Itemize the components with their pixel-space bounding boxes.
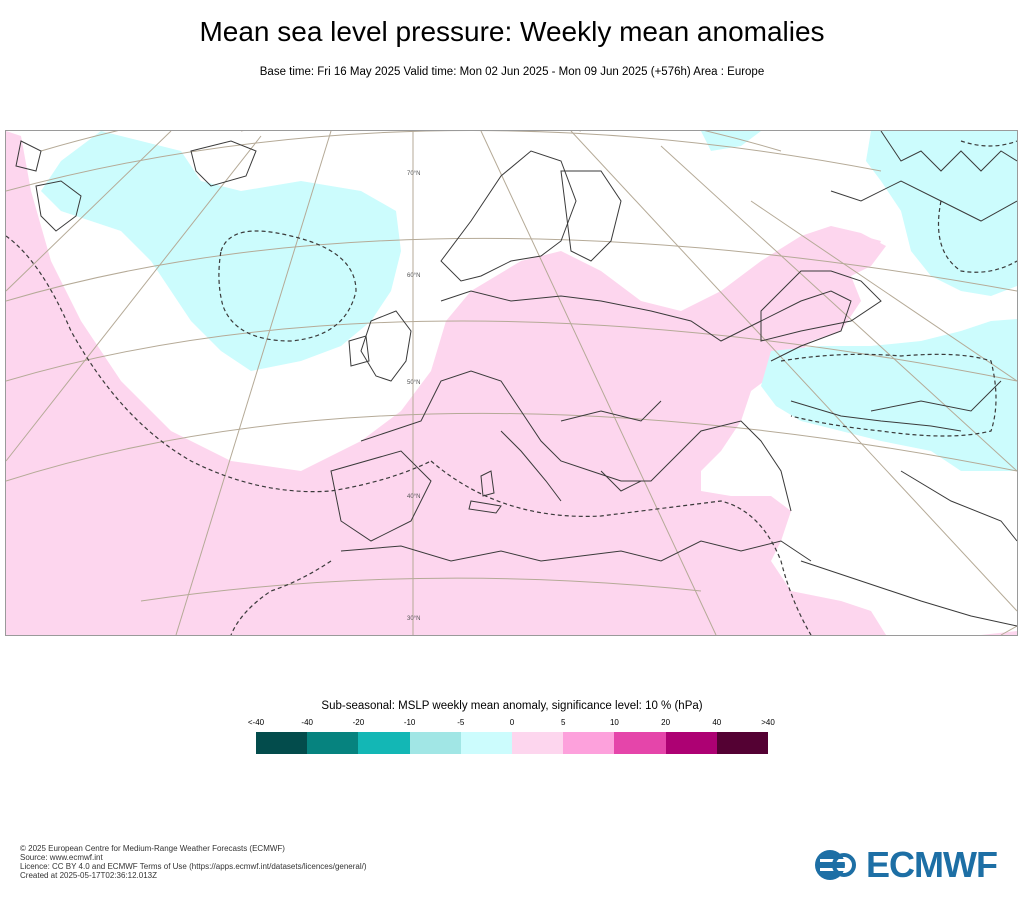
legend-swatch-7 [614, 732, 666, 754]
legend-swatch-5 [512, 732, 564, 754]
legend-swatch-3 [409, 732, 461, 754]
legend-tick: -5 [457, 718, 465, 727]
ecmwf-logo: ECMWF [814, 844, 998, 885]
chart-subtitle: Base time: Fri 16 May 2025 Valid time: M… [259, 66, 765, 78]
legend-tick: -20 [352, 718, 365, 727]
footer-licence: Licence: CC BY 4.0 and ECMWF Terms of Us… [20, 862, 367, 871]
lat-label-40: 40°N [407, 494, 420, 500]
legend-tick: -40 [301, 718, 313, 727]
legend-swatch-8 [665, 732, 717, 754]
graticule [6, 131, 1017, 635]
ecmwf-logo-text: ECMWF [866, 844, 998, 885]
legend-swatch-2 [358, 732, 410, 754]
legend-swatch-4 [460, 732, 513, 754]
legend-tick: 5 [560, 718, 566, 727]
ecmwf-logo-icon [815, 850, 856, 880]
footer-copyright: © 2025 European Centre for Medium-Range … [20, 844, 285, 853]
legend-swatch-0 [256, 732, 308, 754]
legend-tick: 0 [509, 718, 515, 727]
legend-tick: 20 [661, 718, 671, 727]
legend-tick-labels: <-40 -40 -20 -10 -5 0 5 10 20 40 >40 [248, 718, 775, 730]
legend-swatch-1 [307, 732, 359, 754]
lat-label-60: 60°N [407, 273, 420, 279]
legend-tick: 10 [609, 718, 619, 727]
lat-label-70: 70°N [407, 171, 420, 177]
lat-label-30: 30°N [407, 616, 420, 622]
footer-created: Created at 2025-05-17T02:36:12.013Z [20, 871, 157, 880]
legend-tick: 40 [712, 718, 722, 727]
positive-anomaly-areas [6, 131, 1017, 635]
footer-credits: © 2025 European Centre for Medium-Range … [20, 844, 367, 880]
anomaly-map: 70°N 60°N 50°N 40°N 30°N [5, 130, 1018, 636]
coastlines [15, 131, 1017, 627]
anomaly-contours [6, 140, 1017, 635]
latitude-labels: 70°N 60°N 50°N 40°N 30°N [407, 171, 420, 622]
legend-swatch-6 [563, 732, 615, 754]
legend-swatch-9 [716, 732, 769, 754]
legend-title: Sub-seasonal: MSLP weekly mean anomaly, … [321, 700, 703, 712]
chart-title: Mean sea level pressure: Weekly mean ano… [199, 16, 825, 47]
legend-tick: >40 [761, 718, 775, 727]
footer-source: Source: www.ecmwf.int [20, 853, 103, 862]
lat-label-50: 50°N [407, 380, 420, 386]
legend-tick: <-40 [247, 718, 265, 727]
legend-color-bar [256, 732, 769, 754]
legend-tick: -10 [403, 718, 416, 727]
